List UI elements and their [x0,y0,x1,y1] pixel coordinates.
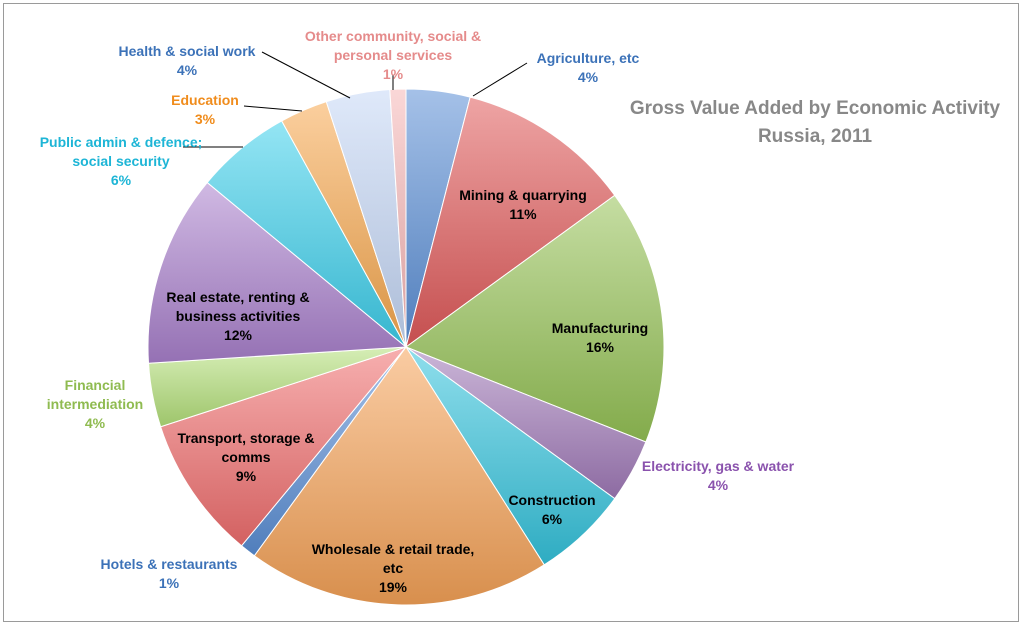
label-mining-quarrying: Mining & quarrying 11% [459,187,587,222]
label-real-estate-renting-business-activities: Real estate, renting & business activitie… [166,289,309,343]
label-other-community-social-personal-services: Other community, social & personal servic… [305,28,481,82]
labels-layer: Agriculture, etc 4% Mining & quarrying 11% M… [40,28,795,595]
leader-health-social-work [261,51,351,99]
slice-manufacturing [404,194,665,443]
label-construction: Construction 6% [508,492,595,527]
label-financial-intermediation: Financial intermediation 4% [47,377,143,431]
label-electricity-gas-water: Electricity, gas & water 4% [642,458,795,493]
label-education: Education 3% [171,92,239,127]
leader-agriculture-etc [472,62,528,97]
chart-subtitle: Russia, 2011 [757,126,873,147]
slice-mining-quarrying [405,96,616,349]
label-public-admin-defence-social-security: Public admin & defence; social security 6% [40,134,203,188]
label-wholesale-retail-trade-etc: Wholesale & retail trade, etc 19% [312,541,475,595]
label-hotels-restaurants: Hotels & restaurants 1% [101,556,238,591]
slice-wholesale-retail-trade-etc [253,346,545,606]
slice-other-community-social-personal-services [389,88,407,348]
label-agriculture-etc: Agriculture, etc 4% [537,50,640,85]
slices-layer [147,88,665,606]
chart-title: Gross Value Added by Economic Activity [629,98,1001,119]
label-health-social-work: Health & social work 4% [119,43,256,78]
label-transport-storage-comms: Transport, storage & comms 9% [178,430,315,484]
slice-real-estate-renting-business-activities [147,181,408,364]
label-manufacturing: Manufacturing 16% [552,320,648,355]
slice-transport-storage-comms [159,345,408,547]
leader-education [243,105,303,112]
leader-lines [183,51,528,148]
